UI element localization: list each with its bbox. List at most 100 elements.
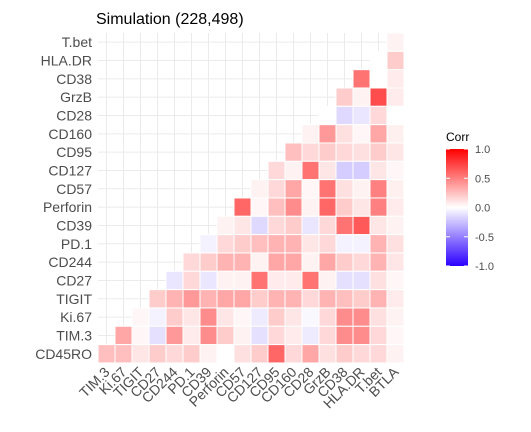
y-tick-label-cd57: CD57	[56, 181, 92, 197]
legend-tick-label: 1.0	[475, 144, 490, 156]
heatmap-cell-tim-3-cd39	[199, 325, 218, 346]
heatmap-cell-pd-1-t-bet	[369, 234, 388, 254]
heatmap-cell-cd45ro-ki-67	[114, 344, 133, 364]
heatmap-cell-tim-3-ki-67	[114, 325, 133, 346]
heatmap-cell-tigit-cd57	[233, 289, 252, 309]
heatmap-cell-cd27-btla	[386, 270, 405, 291]
heatmap-cell-cd95-t-bet	[369, 142, 388, 162]
heatmap-cell-cd160-cd38	[335, 124, 354, 144]
heatmap-cell-tigit-hla-dr	[352, 289, 371, 309]
heatmap-cell-cd39-grzb	[318, 215, 337, 236]
heatmap-cell-cd27-cd160	[284, 270, 303, 291]
heatmap-cell-ki-67-cd160	[284, 307, 303, 327]
legend-tick-label: 0.0	[475, 203, 490, 215]
heatmap-cell-perforin-cd127	[250, 197, 269, 217]
heatmap-cell-grzb-t-bet	[369, 87, 388, 107]
heatmap-cell-cd57-cd38	[335, 179, 354, 199]
heatmap-cell-cd45ro-pd-1	[182, 344, 201, 364]
heatmap-cell-cd160-t-bet	[369, 124, 388, 144]
heatmap-cell-cd244-cd38	[335, 252, 354, 272]
heatmap-cell-tigit-grzb	[318, 289, 337, 309]
heatmap-cell-cd27-grzb	[318, 270, 337, 291]
heatmap-cell-tigit-cd244	[165, 289, 184, 309]
heatmap-cell-perforin-cd95	[267, 197, 286, 217]
heatmap-cell-tim-3-cd95	[267, 325, 286, 346]
heatmap-cell-cd244-cd160	[284, 252, 303, 272]
heatmap-cell-cd39-cd57	[233, 215, 252, 236]
heatmap-cell-cd244-cd95	[267, 252, 286, 272]
heatmap-cell-pd-1-cd160	[284, 234, 303, 254]
y-tick-label-tim-3: TIM.3	[56, 327, 92, 343]
x-axis-tick-labels: TIM.3Ki.67TIGITCD27CD244PD.1CD39Perforin…	[76, 363, 402, 411]
heatmap-cell-tim-3-pd-1	[182, 325, 201, 346]
heatmap-cell-pd-1-cd39	[199, 234, 218, 254]
heatmap-cell-tim-3-cd244	[165, 325, 184, 346]
heatmap-cell-cd27-cd28	[301, 270, 320, 291]
heatmap-cell-perforin-cd38	[335, 197, 354, 217]
heatmap-cell-cd28-cd38	[335, 105, 354, 126]
heatmap-cell-tigit-btla	[386, 289, 405, 309]
y-tick-label-hla-dr: HLA.DR	[41, 52, 92, 68]
heatmap-cell-cd244-cd28	[301, 252, 320, 272]
heatmap-cell-t-bet-btla	[386, 32, 405, 52]
heatmap-cell-cd27-t-bet	[369, 270, 388, 291]
heatmap-cell-cd28-t-bet	[369, 105, 388, 126]
heatmap-cell-cd45ro-tim-3	[97, 344, 116, 364]
heatmap-cell-cd39-btla	[386, 215, 405, 236]
heatmap-cell-cd160-grzb	[318, 124, 337, 144]
heatmap-cell-cd45ro-cd160	[284, 344, 303, 364]
heatmap-cell-cd95-cd28	[301, 142, 320, 162]
heatmap-cell-tigit-cd28	[301, 289, 320, 309]
legend-tick-label: -0.5	[475, 232, 494, 244]
heatmap-cell-cd38-t-bet	[369, 69, 388, 89]
heatmap-cell-cd95-hla-dr	[352, 142, 371, 162]
heatmap-cell-tim-3-cd160	[284, 325, 303, 346]
heatmap-cells	[97, 32, 405, 364]
heatmap-cell-tim-3-grzb	[318, 325, 337, 346]
heatmap-cell-cd127-t-bet	[369, 160, 388, 181]
heatmap-cell-hla-dr-btla	[386, 50, 405, 71]
heatmap-cell-tigit-pd-1	[182, 289, 201, 309]
heatmap-cell-cd160-btla	[386, 124, 405, 144]
heatmap-cell-cd127-cd38	[335, 160, 354, 181]
heatmap-cell-tigit-cd160	[284, 289, 303, 309]
heatmap-cell-perforin-t-bet	[369, 197, 388, 217]
heatmap-cell-cd45ro-cd95	[267, 344, 286, 364]
heatmap-cell-ki-67-hla-dr	[352, 307, 371, 327]
heatmap-cell-cd244-pd-1	[182, 252, 201, 272]
heatmap-cell-tigit-perforin	[216, 289, 235, 309]
heatmap-cell-perforin-grzb	[318, 197, 337, 217]
heatmap-cell-tim-3-tigit	[131, 325, 150, 346]
heatmap-cell-ki-67-t-bet	[369, 307, 388, 327]
heatmap-cell-ki-67-perforin	[216, 307, 235, 327]
heatmap-cell-ki-67-pd-1	[182, 307, 201, 327]
heatmap-cell-grzb-cd38	[335, 87, 354, 107]
heatmap-cell-cd28-grzb	[318, 105, 337, 126]
heatmap-cell-cd45ro-cd28	[301, 344, 320, 364]
heatmap-cell-cd45ro-grzb	[318, 344, 337, 364]
heatmap-cell-cd244-cd39	[199, 252, 218, 272]
legend-tick-label: -1.0	[475, 261, 494, 273]
heatmap-cell-cd27-cd95	[267, 270, 286, 291]
heatmap-cell-ki-67-cd95	[267, 307, 286, 327]
heatmap-cell-cd39-cd38	[335, 215, 354, 236]
y-tick-label-grzb: GrzB	[60, 89, 92, 105]
heatmap-cell-ki-67-grzb	[318, 307, 337, 327]
heatmap-cell-cd57-t-bet	[369, 179, 388, 199]
heatmap-cell-cd27-cd244	[165, 270, 184, 291]
heatmap-cell-cd127-hla-dr	[352, 160, 371, 181]
heatmap-cell-cd27-cd57	[233, 270, 252, 291]
heatmap-cell-cd57-cd160	[284, 179, 303, 199]
heatmap-cell-ki-67-cd39	[199, 307, 218, 327]
heatmap-cell-pd-1-cd38	[335, 234, 354, 254]
y-tick-label-cd127: CD127	[48, 162, 92, 178]
legend-color-bar	[446, 149, 468, 266]
heatmap-cell-cd45ro-hla-dr	[352, 344, 371, 364]
heatmap-cell-cd45ro-cd39	[199, 344, 218, 364]
heatmap-cell-cd127-cd95	[267, 160, 286, 181]
heatmap-cell-cd57-grzb	[318, 179, 337, 199]
heatmap-cell-pd-1-cd28	[301, 234, 320, 254]
heatmap-cell-grzb-btla	[386, 87, 405, 107]
heatmap-cell-cd57-btla	[386, 179, 405, 199]
heatmap-cell-pd-1-cd95	[267, 234, 286, 254]
